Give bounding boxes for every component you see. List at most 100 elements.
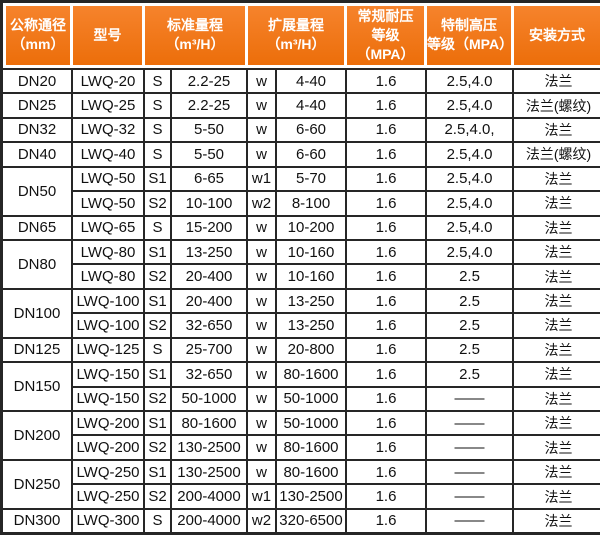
cell-normal-pressure: 1.6: [347, 509, 427, 532]
cell-standard-range: 32-650: [172, 363, 248, 388]
cell-nominal-diameter: DN300: [3, 509, 73, 532]
cell-normal-pressure: 1.6: [347, 460, 427, 486]
cell-model: LWQ-25: [73, 94, 145, 119]
cell-standard-range: 25-700: [172, 338, 248, 364]
cell-nominal-diameter: DN40: [3, 143, 73, 168]
cell-standard-range: 13-250: [172, 240, 248, 266]
col-header-extended-range: 扩展量程 （m³/H）: [248, 3, 347, 68]
cell-normal-pressure: 1.6: [347, 167, 427, 193]
cell-standard-range-code: S2: [145, 192, 172, 217]
col-header-nominal-diameter: 公称通径 （mm）: [3, 3, 73, 68]
cell-normal-pressure: 1.6: [347, 363, 427, 388]
cell-high-pressure: 2.5,4.0: [427, 67, 514, 95]
cell-standard-range-code: S: [145, 509, 172, 532]
cell-high-pressure: 2.5: [427, 314, 514, 339]
cell-model: LWQ-150: [73, 363, 145, 388]
table-row: DN200 LWQ-200 S1 80-1600 w 50-1000 1.6 —— 法兰: [3, 412, 600, 461]
cell-normal-pressure: 1.6: [347, 289, 427, 315]
cell-install: 法兰: [514, 119, 600, 144]
cell-extended-range: 13-250: [277, 314, 347, 339]
cell-extended-range: 6-60: [277, 118, 347, 144]
table-row: LWQ-100 S2 32-650 w 13-250 1.6 2.5 法兰: [3, 314, 600, 339]
cell-standard-range-code: S1: [145, 167, 172, 193]
table-row: DN40 LWQ-40 S 5-50 w 6-60 1.6 2.5,4.0 法兰(螺纹): [3, 143, 600, 168]
cell-extended-range-code: w: [248, 118, 277, 144]
cell-standard-range-code: S: [145, 216, 172, 241]
cell-normal-pressure: 1.6: [347, 143, 427, 168]
cell-normal-pressure: 1.6: [347, 485, 427, 510]
cell-standard-range: 2.2-25: [172, 67, 248, 95]
cell-model: LWQ-250: [73, 485, 145, 510]
cell-install: 法兰(螺纹): [514, 143, 600, 168]
cell-extended-range-code: w: [248, 412, 277, 437]
cell-normal-pressure: 1.6: [347, 67, 427, 95]
cell-extended-range-code: w1: [248, 167, 277, 193]
cell-extended-range-code: w: [248, 216, 277, 241]
cell-extended-range: 20-800: [277, 338, 347, 364]
cell-standard-range-code: S1: [145, 240, 172, 266]
cell-standard-range-code: S1: [145, 412, 172, 437]
cell-high-pressure: ——: [427, 460, 514, 486]
cell-standard-range: 10-100: [172, 192, 248, 217]
cell-install: 法兰: [514, 363, 600, 388]
cell-model: LWQ-100: [73, 289, 145, 315]
table-row: DN80 LWQ-80 S1 13-250 w 10-160 1.6 2.5,4.0 法兰: [3, 240, 600, 290]
table-row: DN20 LWQ-20 S 2.2-25 w 4-40 1.6 2.5,4.0 法兰: [3, 67, 600, 95]
cell-extended-range-code: w: [248, 143, 277, 168]
cell-high-pressure: 2.5: [427, 265, 514, 290]
cell-standard-range: 80-1600: [172, 412, 248, 437]
cell-standard-range: 130-2500: [172, 436, 248, 461]
cell-extended-range-code: w: [248, 314, 277, 339]
cell-extended-range: 80-1600: [277, 363, 347, 388]
cell-extended-range-code: w2: [248, 192, 277, 217]
table-row: DN50 LWQ-50 S1 6-65 w1 5-70 1.6 2.5,4.0 法兰: [3, 167, 600, 217]
cell-high-pressure: 2.5,4.0: [427, 216, 514, 241]
cell-install: 法兰: [514, 290, 600, 315]
cell-standard-range: 130-2500: [172, 460, 248, 486]
cell-model: LWQ-80: [73, 265, 145, 290]
table-row: DN300 LWQ-300 S 200-4000 w2 320-6500 1.6 —— 法兰: [3, 509, 600, 532]
cell-normal-pressure: 1.6: [347, 436, 427, 461]
cell-high-pressure: 2.5,4.0,: [427, 118, 514, 144]
cell-normal-pressure: 1.6: [347, 118, 427, 144]
cell-extended-range: 4-40: [277, 94, 347, 119]
cell-nominal-diameter: DN50: [3, 167, 73, 217]
cell-high-pressure: ——: [427, 509, 514, 532]
cell-extended-range: 6-60: [277, 143, 347, 168]
cell-extended-range: 8-100: [277, 192, 347, 217]
cell-model: LWQ-32: [73, 118, 145, 144]
col-header-standard-range: 标准量程 （m³/H）: [145, 3, 248, 68]
cell-extended-range: 10-160: [277, 240, 347, 266]
cell-high-pressure: 2.5: [427, 338, 514, 364]
cell-normal-pressure: 1.6: [347, 265, 427, 290]
cell-model: LWQ-100: [73, 314, 145, 339]
cell-extended-range: 80-1600: [277, 460, 347, 486]
cell-model: LWQ-200: [73, 412, 145, 437]
table-row: LWQ-150 S2 50-1000 w 50-1000 1.6 —— 法兰: [3, 387, 600, 413]
cell-extended-range-code: w: [248, 240, 277, 266]
cell-extended-range: 5-70: [277, 167, 347, 193]
table-row: DN250 LWQ-250 S1 130-2500 w 80-1600 1.6 —— 法兰: [3, 460, 600, 510]
cell-install: 法兰: [514, 67, 600, 95]
cell-standard-range: 15-200: [172, 216, 248, 241]
cell-extended-range-code: w: [248, 460, 277, 486]
col-header-high-pressure: 特制高压 等级（MPA）: [427, 3, 514, 68]
cell-high-pressure: 2.5: [427, 289, 514, 315]
cell-model: LWQ-40: [73, 143, 145, 168]
cell-high-pressure: ——: [427, 412, 514, 437]
cell-install: 法兰: [514, 241, 600, 266]
cell-install: 法兰: [514, 192, 600, 217]
cell-nominal-diameter: DN100: [3, 289, 73, 339]
cell-extended-range-code: w: [248, 387, 277, 413]
cell-extended-range-code: w2: [248, 509, 277, 532]
cell-standard-range: 5-50: [172, 143, 248, 168]
table-row: LWQ-80 S2 20-400 w 10-160 1.6 2.5 法兰: [3, 265, 600, 290]
cell-install: 法兰: [514, 461, 600, 486]
cell-high-pressure: 2.5,4.0: [427, 143, 514, 168]
cell-normal-pressure: 1.6: [347, 412, 427, 437]
cell-high-pressure: 2.5,4.0: [427, 167, 514, 193]
cell-model: LWQ-65: [73, 216, 145, 241]
cell-normal-pressure: 1.6: [347, 314, 427, 339]
cell-normal-pressure: 1.6: [347, 387, 427, 413]
cell-high-pressure: 2.5,4.0: [427, 94, 514, 119]
